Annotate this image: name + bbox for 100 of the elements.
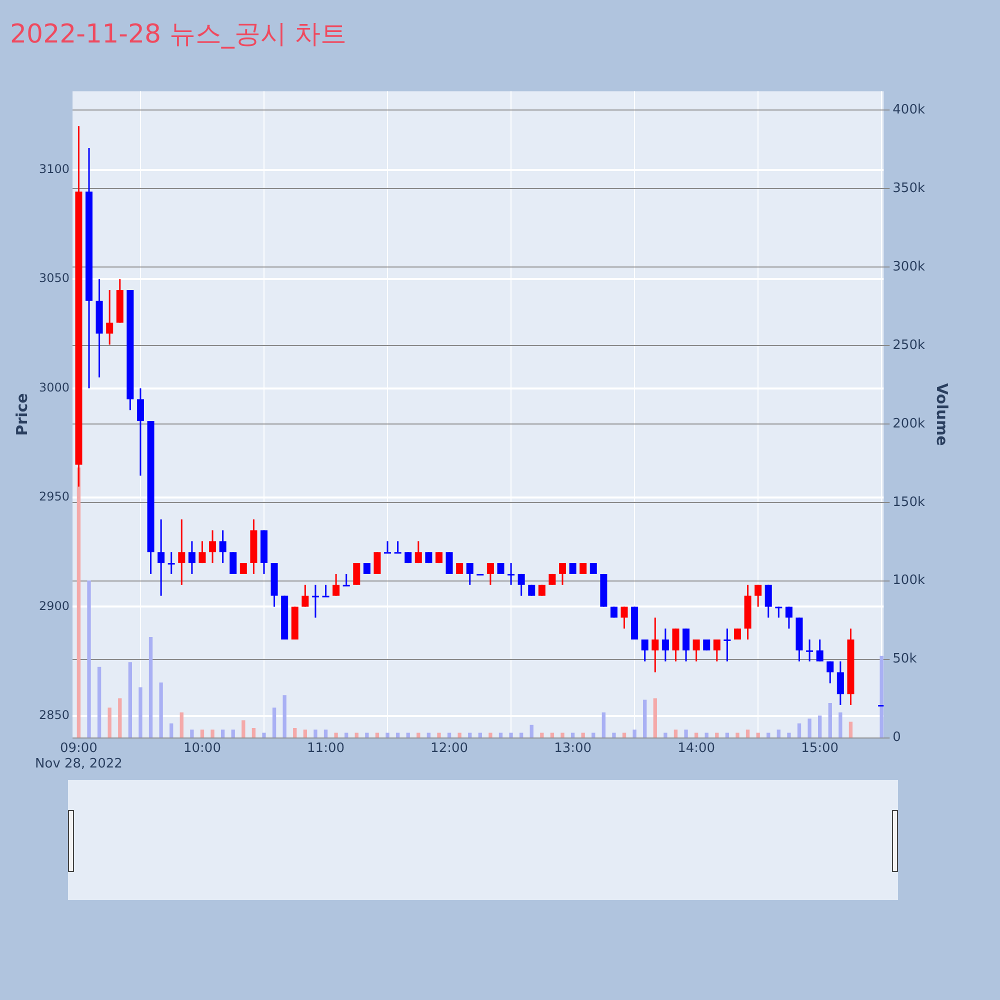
bar — [458, 732, 462, 738]
candlestick — [136, 388, 144, 476]
bar — [674, 730, 678, 738]
y-tick-label: 2950 — [38, 490, 70, 504]
candlestick — [414, 540, 422, 564]
bar — [746, 730, 750, 738]
y2-tick-label: 0 — [892, 730, 901, 746]
bar — [684, 730, 688, 738]
candlestick — [198, 540, 206, 564]
candlestick — [302, 584, 309, 608]
bar — [787, 732, 791, 738]
bar — [314, 730, 318, 738]
candlestick — [188, 540, 196, 575]
bar — [838, 712, 842, 738]
bar — [148, 637, 153, 738]
bar — [560, 732, 564, 738]
bar — [128, 662, 132, 738]
candlestick — [312, 584, 319, 618]
candlestick — [168, 551, 175, 575]
bar — [282, 695, 286, 738]
bar — [334, 732, 338, 738]
candlestick — [374, 551, 381, 575]
y2-tick-label: 150k — [892, 494, 926, 510]
candlestick — [466, 562, 474, 586]
bar — [828, 702, 832, 738]
x-tick-label: 13:00 — [554, 740, 592, 756]
candlestick — [724, 628, 731, 662]
candlestick — [508, 562, 515, 586]
bar — [643, 700, 647, 738]
x-tick-label: 15:00 — [801, 740, 839, 756]
candlestick — [652, 616, 659, 674]
bar — [530, 724, 534, 738]
candlestick — [754, 584, 762, 608]
bar — [231, 730, 235, 738]
bar — [262, 732, 266, 738]
bar — [437, 732, 441, 738]
candlestick — [230, 551, 237, 575]
candlestick — [569, 562, 576, 575]
bar — [220, 730, 225, 738]
bar — [880, 656, 884, 738]
bar — [87, 580, 91, 738]
bar — [190, 730, 194, 738]
bar — [664, 732, 668, 738]
y2-tick-label: 350k — [892, 180, 926, 196]
bar — [242, 720, 246, 738]
candlestick — [240, 562, 247, 575]
candlestick — [209, 530, 216, 564]
candlestick — [497, 562, 504, 575]
y2-tick-label: 50k — [892, 652, 918, 667]
bar — [818, 716, 822, 738]
candlestick — [764, 584, 772, 618]
bar — [293, 728, 297, 738]
bar — [200, 730, 204, 738]
y2-tick-label: 100k — [892, 573, 926, 588]
candlestick — [713, 638, 720, 662]
candlestick — [486, 562, 494, 586]
y2-tick-label: 300k — [892, 259, 926, 274]
candlestick — [353, 562, 360, 586]
candlestick — [692, 638, 700, 662]
bar — [797, 723, 802, 738]
bar — [776, 730, 780, 738]
bar — [848, 722, 853, 738]
y-tick-label: 3050 — [38, 271, 70, 286]
candlestick — [672, 628, 680, 662]
y2-axis-title: Volume — [933, 383, 952, 446]
x-tick-label: 09:00 Nov 28, 2022 — [35, 740, 122, 772]
candlestick — [580, 562, 587, 575]
candlestick — [219, 530, 226, 564]
candlestick — [703, 638, 710, 652]
bar — [602, 712, 606, 738]
y-tick-label: 3100 — [38, 162, 70, 176]
candlestick — [456, 562, 464, 575]
bar — [303, 730, 307, 738]
chart-title: 2022-11-28 뉴스_공시 차트 — [10, 19, 347, 50]
candlestick — [826, 660, 834, 684]
bar — [97, 666, 102, 738]
candlestick — [662, 628, 669, 662]
bar — [210, 730, 214, 738]
bar — [180, 712, 184, 738]
x-tick-label: 12:00 — [430, 740, 468, 756]
bar — [170, 723, 174, 738]
bar — [756, 732, 760, 738]
candlestick — [158, 518, 165, 597]
y-tick-label: 3000 — [38, 380, 70, 394]
candlestick — [332, 573, 340, 597]
candlestick — [106, 289, 114, 346]
x-tick-label: 14:00 — [678, 740, 716, 756]
candlestick — [775, 606, 782, 618]
candlestick — [641, 638, 648, 662]
bar — [159, 682, 163, 738]
candlestick — [518, 573, 525, 597]
candlestick — [342, 573, 350, 586]
bar — [365, 732, 369, 738]
candlestick — [785, 606, 792, 630]
candlestick — [816, 638, 824, 662]
y2-tick-label: 200k — [892, 416, 926, 432]
bar — [108, 708, 112, 738]
candlestick — [394, 540, 402, 554]
candlestick — [836, 660, 844, 706]
candlestick — [590, 562, 597, 575]
